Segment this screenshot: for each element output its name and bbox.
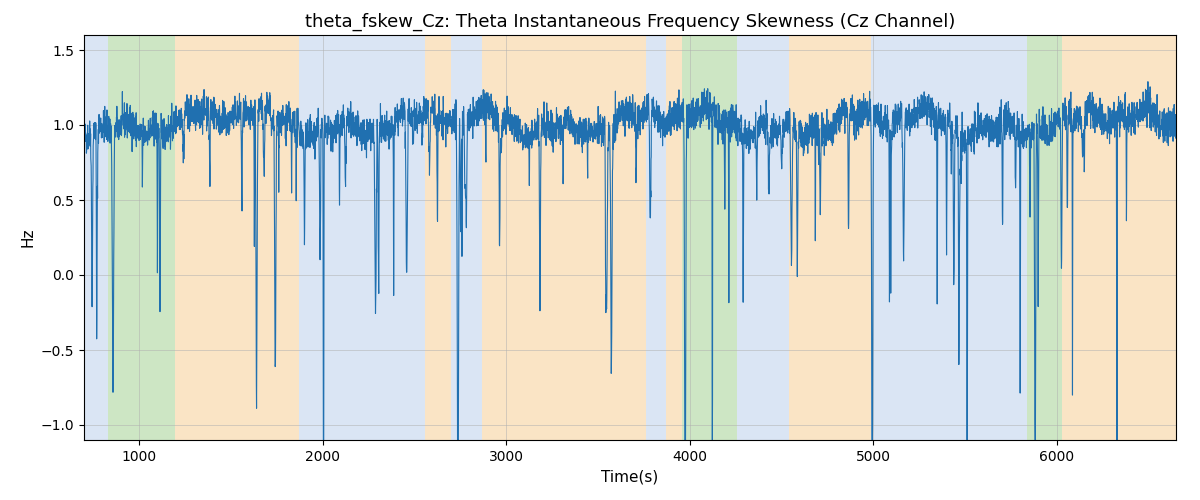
Bar	[737, 35, 788, 440]
Y-axis label: Hz: Hz	[20, 228, 35, 247]
Bar	[788, 35, 871, 440]
Bar	[175, 35, 299, 440]
Bar	[871, 35, 1027, 440]
Bar	[451, 35, 482, 440]
Bar	[108, 35, 175, 440]
Bar	[1027, 35, 1062, 440]
Bar	[666, 35, 683, 440]
Bar	[1062, 35, 1176, 440]
Bar	[683, 35, 737, 440]
Bar	[482, 35, 646, 440]
Bar	[646, 35, 666, 440]
Title: theta_fskew_Cz: Theta Instantaneous Frequency Skewness (Cz Channel): theta_fskew_Cz: Theta Instantaneous Freq…	[305, 12, 955, 31]
Bar	[299, 35, 425, 440]
Bar	[84, 35, 108, 440]
X-axis label: Time(s): Time(s)	[601, 470, 659, 484]
Bar	[425, 35, 451, 440]
